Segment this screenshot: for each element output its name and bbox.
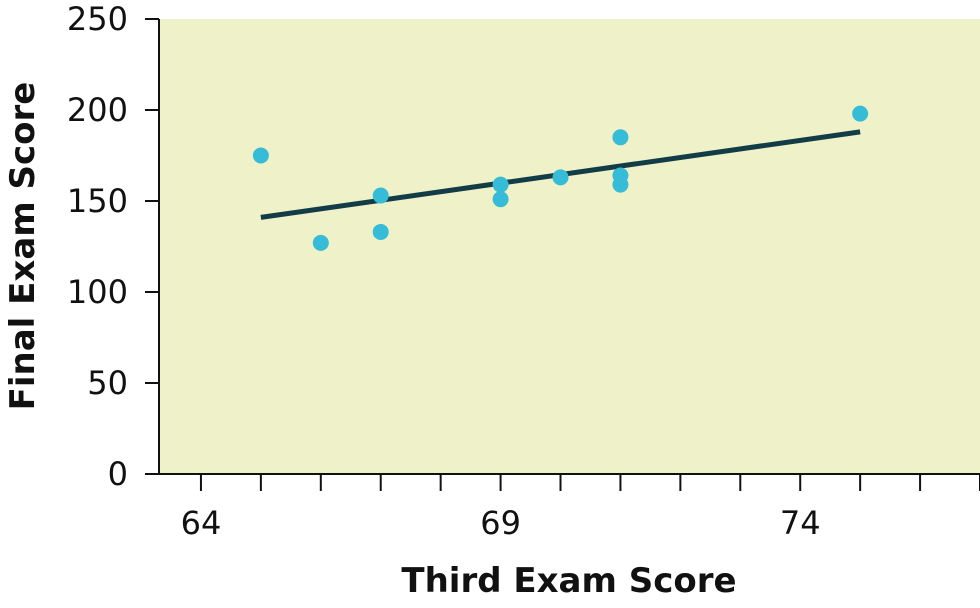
y-tick-label: 200 [67, 91, 128, 129]
plot-area [159, 19, 980, 474]
data-point [372, 223, 389, 240]
data-point [492, 191, 509, 208]
y-tick-label: 50 [87, 364, 128, 402]
data-point [252, 147, 269, 164]
x-tick-label: 74 [780, 504, 821, 542]
data-point [852, 105, 869, 122]
y-tick-label: 100 [67, 273, 128, 311]
y-tick-label: 150 [67, 182, 128, 220]
y-tick-label: 0 [108, 455, 128, 493]
x-tick-label: 64 [181, 504, 222, 542]
y-axis-title: Final Exam Score [3, 82, 43, 411]
data-point [492, 176, 509, 193]
data-point [312, 234, 329, 251]
data-point [552, 169, 569, 186]
y-tick-label: 250 [67, 0, 128, 38]
data-point [372, 187, 389, 204]
data-point [612, 129, 629, 146]
x-axis-title: Third Exam Score [401, 561, 736, 601]
data-point [612, 176, 629, 193]
x-tick-label: 69 [480, 504, 521, 542]
